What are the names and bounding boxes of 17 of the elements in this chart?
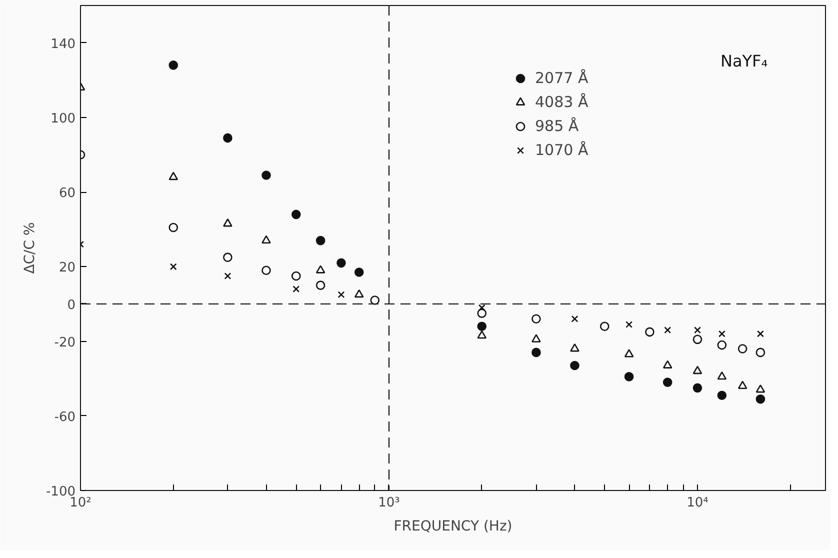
x-tick-label: 10² bbox=[70, 496, 92, 510]
legend-label: 4083 Å bbox=[535, 93, 588, 111]
legend-label: 985 Å bbox=[535, 117, 579, 135]
y-tick-label: 0 bbox=[67, 298, 76, 313]
x-tick-label: 10⁴ bbox=[686, 496, 708, 510]
y-tick-label: 20 bbox=[58, 260, 76, 276]
legend-label: 1070 Å bbox=[535, 141, 588, 159]
legend-label: 2077 Å bbox=[535, 69, 588, 87]
y-tick-label: 60 bbox=[58, 186, 76, 202]
y-tick-label: 140 bbox=[50, 36, 76, 52]
y-axis-title: ΔC/C % bbox=[22, 222, 38, 274]
y-tick-label: -20 bbox=[54, 335, 76, 350]
x-axis-title: FREQUENCY (Hz) bbox=[394, 518, 512, 534]
y-tick-label: 100 bbox=[50, 111, 76, 126]
y-tick-label: -60 bbox=[54, 410, 76, 425]
x-tick-label: 10³ bbox=[378, 496, 400, 510]
annotation: NaYF₄ bbox=[720, 52, 768, 70]
